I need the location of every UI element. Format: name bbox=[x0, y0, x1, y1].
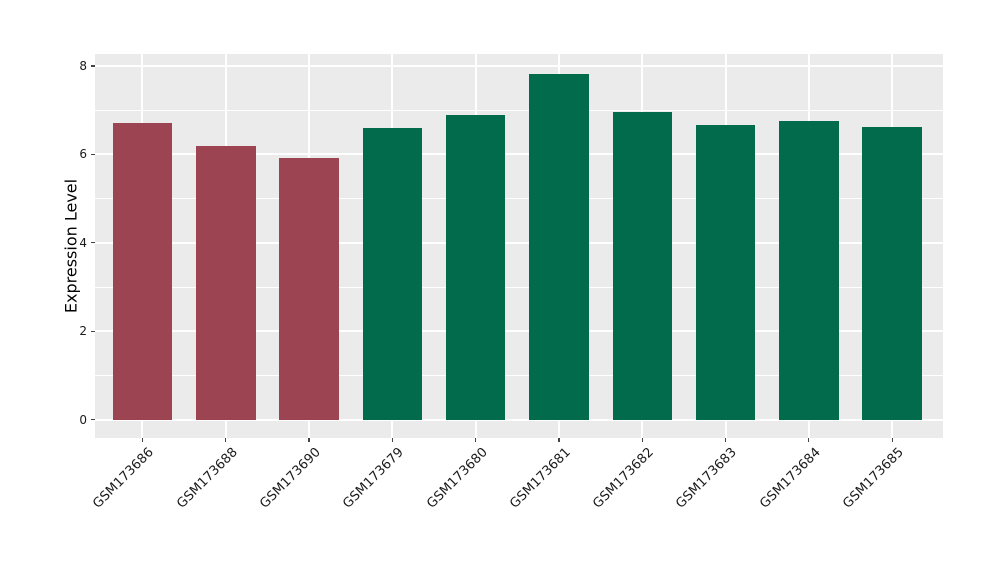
y-tick-label: 6 bbox=[79, 147, 87, 162]
y-tick-label: 4 bbox=[79, 235, 87, 250]
y-tick-mark bbox=[91, 330, 95, 332]
gridline-y-minor bbox=[95, 198, 943, 200]
bar-GSM173680 bbox=[445, 115, 506, 420]
bar-GSM173684 bbox=[779, 120, 839, 420]
gridline-y-major bbox=[95, 153, 943, 156]
gridline-y-minor bbox=[95, 375, 943, 377]
x-tick-label: GSM173682 bbox=[590, 445, 657, 512]
bar-GSM173685 bbox=[862, 126, 922, 420]
bar-GSM173688 bbox=[196, 145, 256, 420]
x-tick-mark bbox=[558, 438, 560, 442]
y-tick-mark bbox=[91, 242, 95, 244]
x-tick-label: GSM173681 bbox=[507, 445, 574, 512]
x-tick-label: GSM173688 bbox=[173, 445, 241, 512]
gridline-y-minor bbox=[95, 286, 943, 288]
x-tick-mark bbox=[225, 438, 227, 442]
x-tick-label: GSM173690 bbox=[257, 445, 324, 512]
y-axis-label: Expression Level bbox=[61, 178, 81, 314]
bar-GSM173681 bbox=[529, 74, 589, 420]
gridline-y-major bbox=[95, 418, 943, 421]
x-tick-mark bbox=[641, 438, 643, 442]
bar-GSM173682 bbox=[612, 111, 673, 420]
x-tick-label: GSM173683 bbox=[673, 445, 741, 512]
y-tick-mark bbox=[91, 153, 95, 155]
bar-GSM173683 bbox=[695, 125, 756, 420]
bar-GSM173686 bbox=[112, 123, 173, 420]
x-tick-label: GSM173679 bbox=[340, 445, 407, 512]
x-tick-mark bbox=[808, 438, 810, 442]
x-tick-mark bbox=[308, 438, 310, 442]
plot-panel bbox=[95, 54, 943, 438]
gridline-y-major bbox=[95, 64, 943, 67]
bar-GSM173679 bbox=[362, 127, 423, 420]
x-tick-mark bbox=[475, 438, 477, 442]
y-tick-mark bbox=[91, 419, 95, 421]
y-tick-label: 0 bbox=[79, 412, 87, 427]
x-tick-label: GSM173680 bbox=[423, 445, 491, 512]
x-tick-mark bbox=[141, 438, 144, 442]
gridline-y-major bbox=[95, 241, 943, 244]
x-tick-mark bbox=[891, 438, 893, 442]
x-tick-label: GSM173686 bbox=[90, 445, 158, 512]
x-tick-mark bbox=[724, 438, 727, 442]
bar-GSM173690 bbox=[279, 157, 339, 420]
gridline-y-major bbox=[95, 330, 943, 333]
y-tick-label: 8 bbox=[79, 58, 87, 73]
y-tick-label: 2 bbox=[79, 324, 87, 339]
x-tick-label: GSM173684 bbox=[756, 445, 824, 512]
x-tick-label: GSM173685 bbox=[840, 445, 907, 512]
y-tick-mark bbox=[91, 65, 95, 67]
gridline-y-minor bbox=[95, 109, 943, 111]
x-tick-mark bbox=[391, 438, 393, 442]
